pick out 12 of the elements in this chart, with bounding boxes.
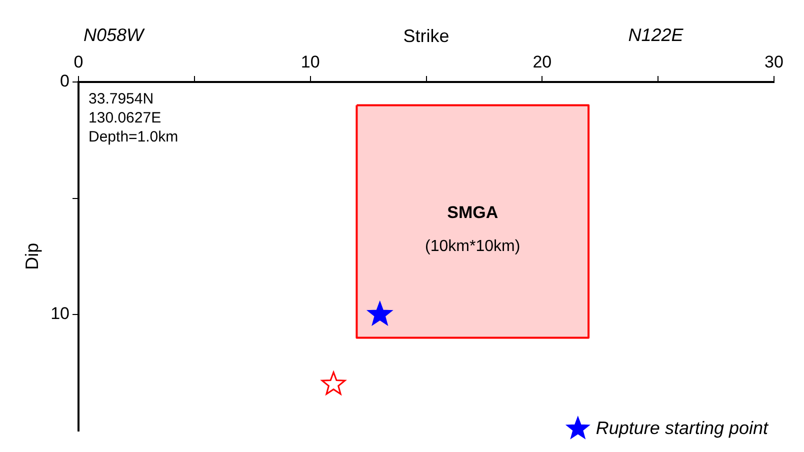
annotation: 33.7954N 130.0627E Depth=1.0km [88, 90, 178, 146]
legend-label: Rupture starting point [596, 418, 769, 438]
x-tick-label: 30 [764, 52, 784, 72]
text: N122E [628, 25, 684, 45]
x-tick-label: 10 [300, 52, 320, 72]
x-axis-title: Strike [403, 26, 450, 46]
text: N058W [84, 25, 146, 45]
x-tick-label: 0 [74, 52, 84, 72]
y-axis-title: Dip [22, 242, 42, 270]
annotation: (10km*10km) [425, 238, 520, 255]
x-tick-label: 20 [532, 52, 552, 72]
annotation: SMGA [447, 203, 498, 222]
